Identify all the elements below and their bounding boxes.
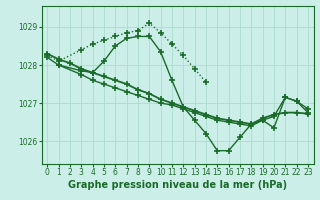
X-axis label: Graphe pression niveau de la mer (hPa): Graphe pression niveau de la mer (hPa) [68,180,287,190]
